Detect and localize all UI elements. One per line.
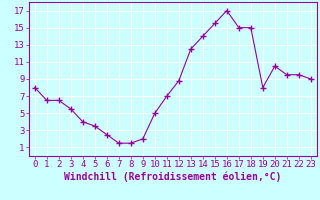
X-axis label: Windchill (Refroidissement éolien,°C): Windchill (Refroidissement éolien,°C) (64, 172, 282, 182)
